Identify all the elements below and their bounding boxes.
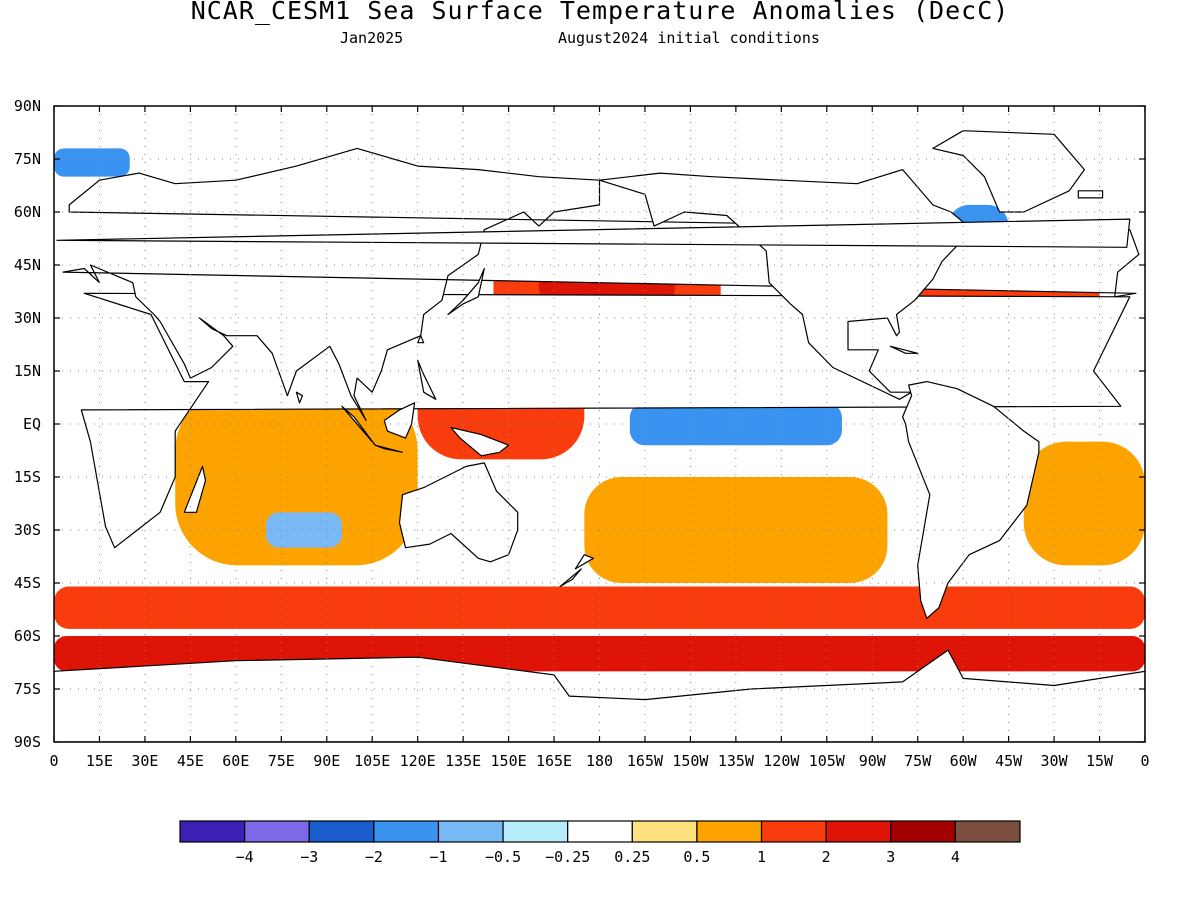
y-tick-label: 45N — [14, 256, 41, 274]
land-outline — [374, 444, 404, 453]
x-tick-label: 45E — [177, 752, 204, 770]
colorbar-swatch — [760, 820, 827, 843]
land-outline — [447, 267, 485, 316]
y-tick-label: 30S — [14, 521, 41, 539]
x-tick-label: 165E — [536, 752, 572, 770]
land-outline — [901, 381, 1040, 619]
x-tick-label: 60E — [222, 752, 249, 770]
land-outline — [1077, 190, 1104, 199]
x-tick-label: 15W — [1086, 752, 1114, 770]
anomaly-region — [175, 388, 418, 566]
colorbar-label: 0.25 — [614, 848, 650, 866]
colorbar-legend: −4 −3 −2 −1 −0.5 −0.25 0.25 0.5 1 2 3 4 — [179, 820, 1021, 866]
anomaly-region — [266, 512, 342, 548]
anomaly-region — [54, 148, 130, 177]
land-masses — [54, 130, 1145, 742]
x-tick-label: 120W — [763, 752, 800, 770]
x-tick-label: 105W — [809, 752, 846, 770]
colorbar-swatch — [244, 820, 310, 843]
colorbar-label: 4 — [951, 848, 960, 866]
colorbar-swatch — [308, 820, 375, 843]
x-tick-label: 45W — [995, 752, 1023, 770]
x-tick-label: 90E — [313, 752, 340, 770]
chart-title: NCAR_CESM1 Sea Surface Temperature Anoma… — [190, 0, 1010, 25]
x-tick-label: 165W — [627, 752, 664, 770]
land-outline — [574, 554, 595, 570]
land-outline — [56, 218, 1131, 248]
x-tick-label: 0 — [49, 752, 58, 770]
colorbar-label: 3 — [886, 848, 895, 866]
x-axis: 0 15E 30E 45E 60E 75E 90E 105E 120E 135E 150E 165E 1… — [49, 106, 1150, 770]
land-outline — [889, 345, 919, 354]
y-tick-label: 15S — [14, 468, 41, 486]
anomaly-region — [660, 413, 797, 435]
colorbar-label: −2 — [365, 848, 383, 866]
x-tick-label: 60W — [950, 752, 978, 770]
x-tick-label: 75W — [904, 752, 932, 770]
x-tick-label: 150W — [672, 752, 709, 770]
x-tick-label: 150E — [491, 752, 527, 770]
colorbar-swatch — [373, 820, 440, 843]
y-tick-label: 75N — [14, 150, 41, 168]
x-tick-label: 30E — [131, 752, 158, 770]
colorbar-label: −0.5 — [485, 848, 521, 866]
x-tick-label: 30W — [1041, 752, 1069, 770]
land-outline — [417, 359, 437, 400]
colorbar-label: 1 — [757, 848, 766, 866]
x-tick-label: 75E — [268, 752, 295, 770]
colorbar-swatch — [631, 820, 698, 843]
chart-subtitle-date: Jan2025 — [340, 29, 404, 47]
colorbar-label: 2 — [822, 848, 831, 866]
chart-subtitle-init: August2024 initial conditions — [558, 29, 820, 47]
land-outline — [417, 335, 425, 344]
x-tick-label: 0 — [1140, 752, 1149, 770]
x-tick-label: 90W — [859, 752, 887, 770]
land-outline — [295, 391, 304, 404]
colorbar-label: −1 — [429, 848, 447, 866]
colorbar-swatch — [179, 820, 246, 843]
x-tick-label: 15E — [86, 752, 113, 770]
y-tick-label: 75S — [14, 680, 41, 698]
land-outline — [341, 405, 376, 446]
y-axis: 90N 75N 60N 45N 30N 15N EQ 15S 30S 45S 60S 75S 90S — [14, 97, 1145, 751]
colorbar-swatch — [567, 820, 633, 843]
land-outline — [932, 130, 1086, 213]
colorbar-swatch — [890, 820, 956, 843]
y-tick-label: 45S — [14, 574, 41, 592]
y-tick-label: EQ — [23, 415, 41, 433]
x-tick-label: 120E — [400, 752, 436, 770]
land-outline — [398, 462, 519, 563]
colorbar-swatch — [696, 820, 763, 843]
y-tick-label: 15N — [14, 362, 41, 380]
y-tick-label: 90N — [14, 97, 41, 115]
land-outline — [183, 465, 207, 513]
y-tick-label: 60N — [14, 203, 41, 221]
anomaly-region — [1023, 441, 1145, 566]
y-tick-label: 60S — [14, 627, 41, 645]
y-tick-label: 30N — [14, 309, 41, 327]
colorbar-swatch — [825, 820, 892, 843]
colorbar-label: 0.5 — [683, 848, 710, 866]
x-tick-label: 135W — [718, 752, 755, 770]
colorbar-label: −0.25 — [545, 848, 590, 866]
x-tick-label: 105E — [354, 752, 390, 770]
colorbar-swatch — [954, 820, 1021, 843]
colorbar-label: −3 — [300, 848, 318, 866]
x-tick-label: 180 — [586, 752, 613, 770]
y-tick-label: 90S — [14, 733, 41, 751]
x-tick-label: 135E — [445, 752, 481, 770]
colorbar-swatch — [502, 820, 569, 843]
land-outline — [383, 402, 416, 439]
land-outline — [450, 426, 510, 457]
anomaly-region — [54, 586, 1145, 629]
land-outline — [54, 649, 1145, 742]
colorbar-label: −4 — [236, 848, 254, 866]
colorbar-swatch — [437, 820, 504, 843]
